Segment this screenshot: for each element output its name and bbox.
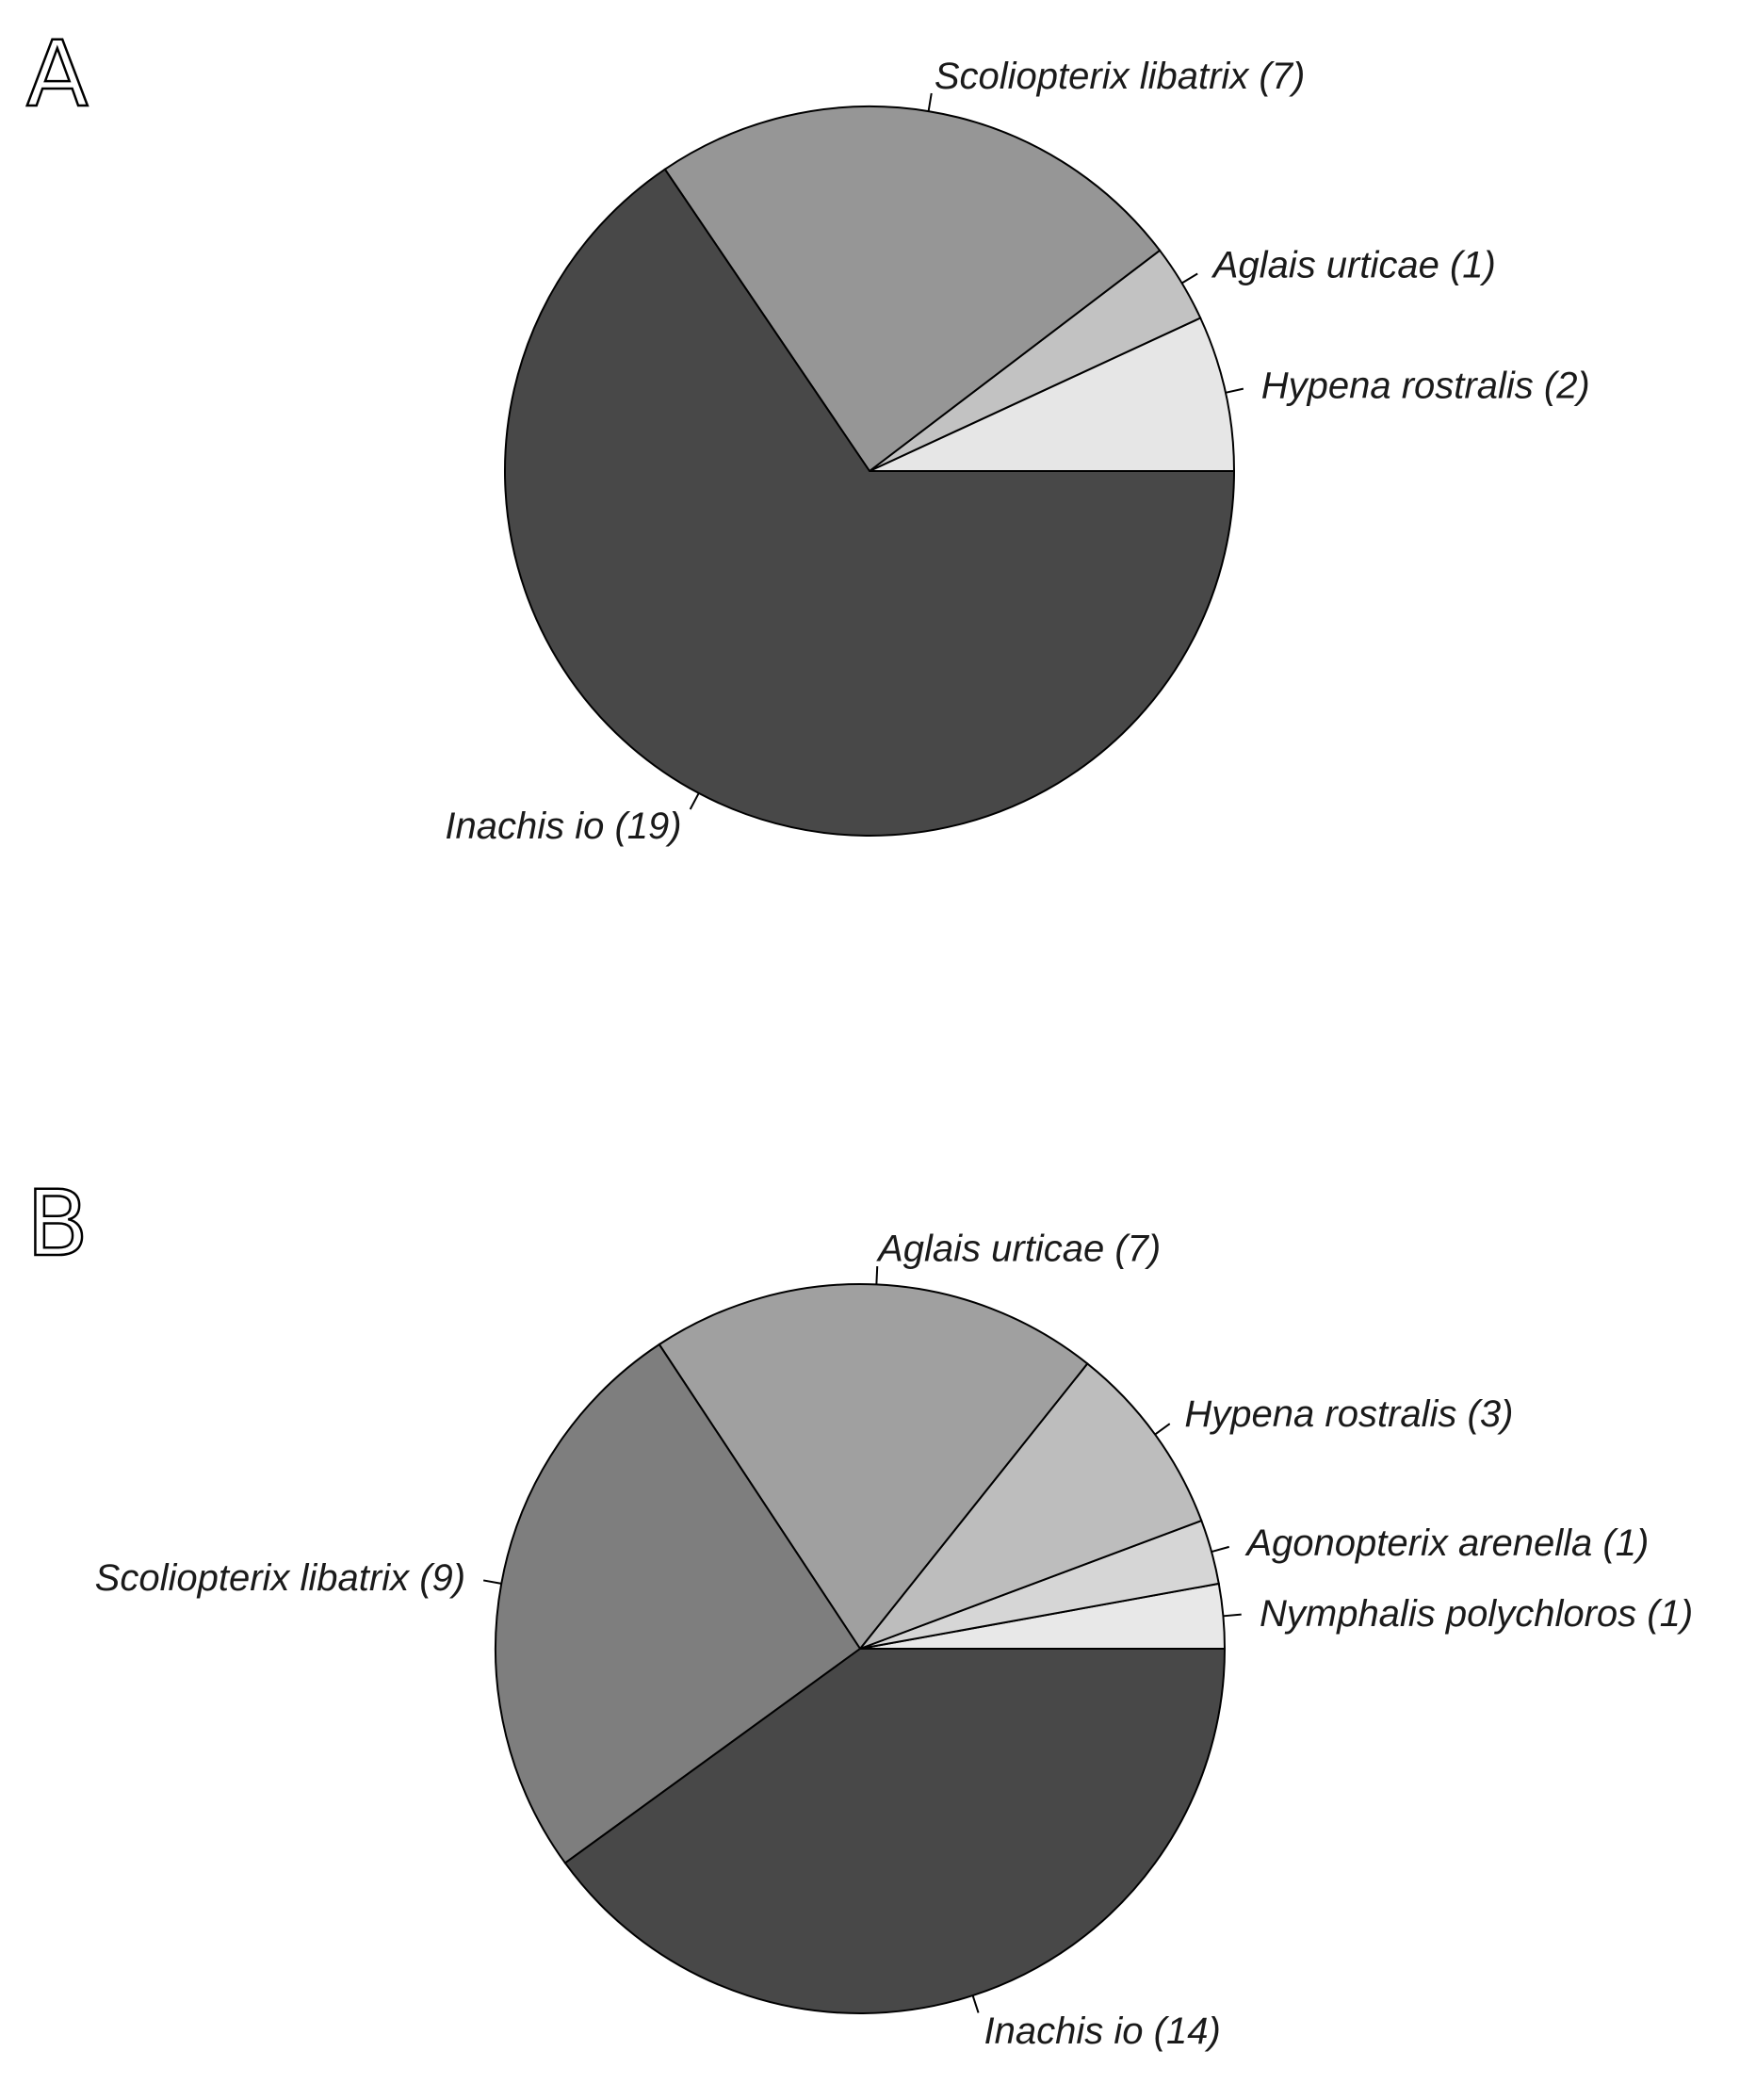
slice-label-nymphalis-polychloros: Nymphalis polychloros (1) [1260,1593,1693,1635]
leader-line-hypena-rostralis [1154,1423,1171,1436]
slice-label-hypena-rostralis: Hypena rostralis (2) [1261,365,1590,406]
leader-line-agonopterix-arenella [1211,1545,1229,1554]
leader-line-scoliopterix-libatrix [927,92,933,112]
slice-label-inachis-io: Inachis io (14) [984,2010,1221,2052]
slice-label-aglais-urticae: Aglais urticae (7) [876,1229,1161,1270]
slice-label-inachis-io: Inachis io (19) [445,806,681,847]
leader-line-inachis-io [689,792,700,810]
panel-label-b: B [26,1171,89,1277]
pie-slice-hypena-rostralis [856,1362,1203,1652]
slice-label-hypena-rostralis: Hypena rostralis (3) [1184,1393,1513,1435]
pie-slice-inachis-io [504,168,1236,837]
slice-label-aglais-urticae: Aglais urticae (1) [1211,245,1496,286]
slice-label-scoliopterix-libatrix: Scoliopterix libatrix (9) [95,1557,465,1599]
leader-line-hypena-rostralis [1225,387,1244,394]
pie-chart-b: B Nymphalis polychloros (1) Agonopterix a… [25,1170,1693,2052]
pie-slice-hypena-rostralis [869,317,1236,472]
pie-chart-a: A Hypena rostralis (2) Aglais urticae (1)… [25,21,1590,847]
leader-line-inachis-io [971,1994,980,2013]
leader-line-aglais-urticae [1181,272,1198,285]
leader-line-aglais-urticae [875,1266,879,1285]
slice-label-scoliopterix-libatrix: Scoliopterix libatrix (7) [935,56,1305,97]
pie-slice-inachis-io [563,1648,1227,2014]
leader-line-scoliopterix-libatrix [483,1579,502,1585]
leader-line-nymphalis-polychloros [1223,1613,1242,1618]
pie-slice-scoliopterix-libatrix [495,1343,862,1864]
slice-label-agonopterix-arenella: Agonopterix arenella (1) [1244,1522,1649,1564]
panel-label-a: A [26,22,89,127]
